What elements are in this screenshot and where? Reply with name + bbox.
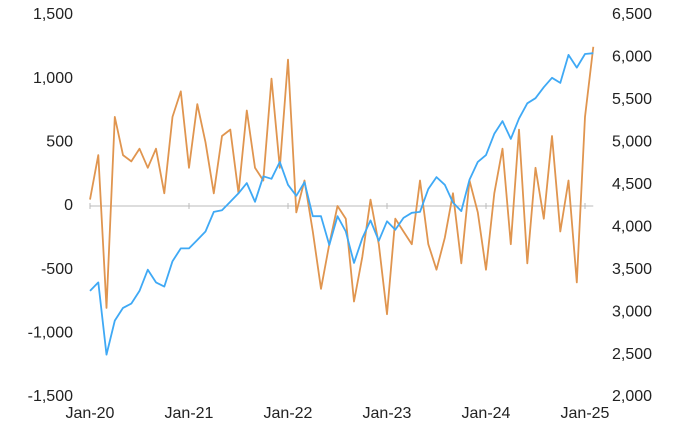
x-tick-label: Jan-23 xyxy=(363,405,412,422)
y2-tick-label: 3,500 xyxy=(612,261,652,278)
y2-tick-label: 6,000 xyxy=(612,49,652,66)
y-tick-label: -500 xyxy=(41,261,73,278)
x-tick-label: Jan-22 xyxy=(264,405,313,422)
y-tick-label: -1,500 xyxy=(28,388,73,405)
y2-tick-label: 4,500 xyxy=(612,176,652,193)
x-tick-label: Jan-20 xyxy=(66,405,115,422)
y2-tick-label: 6,500 xyxy=(612,6,652,23)
y-tick-label: 0 xyxy=(64,197,73,214)
y2-tick-label: 2,000 xyxy=(612,388,652,405)
y2-tick-label: 2,500 xyxy=(612,346,652,363)
y-tick-label: 1,000 xyxy=(33,70,73,87)
x-tick-label: Jan-25 xyxy=(561,405,610,422)
y2-tick-label: 4,000 xyxy=(612,218,652,235)
series-line xyxy=(89,52,594,356)
y-tick-label: -1,000 xyxy=(28,325,73,342)
y2-tick-label: 5,000 xyxy=(612,134,652,151)
y2-tick-label: 3,000 xyxy=(612,303,652,320)
y-tick-label: 500 xyxy=(46,134,73,151)
x-tick-label: Jan-24 xyxy=(462,405,511,422)
y2-tick-label: 5,500 xyxy=(612,91,652,108)
x-tick-label: Jan-21 xyxy=(165,405,214,422)
y-tick-label: 1,500 xyxy=(33,6,73,23)
series-line xyxy=(89,46,595,316)
